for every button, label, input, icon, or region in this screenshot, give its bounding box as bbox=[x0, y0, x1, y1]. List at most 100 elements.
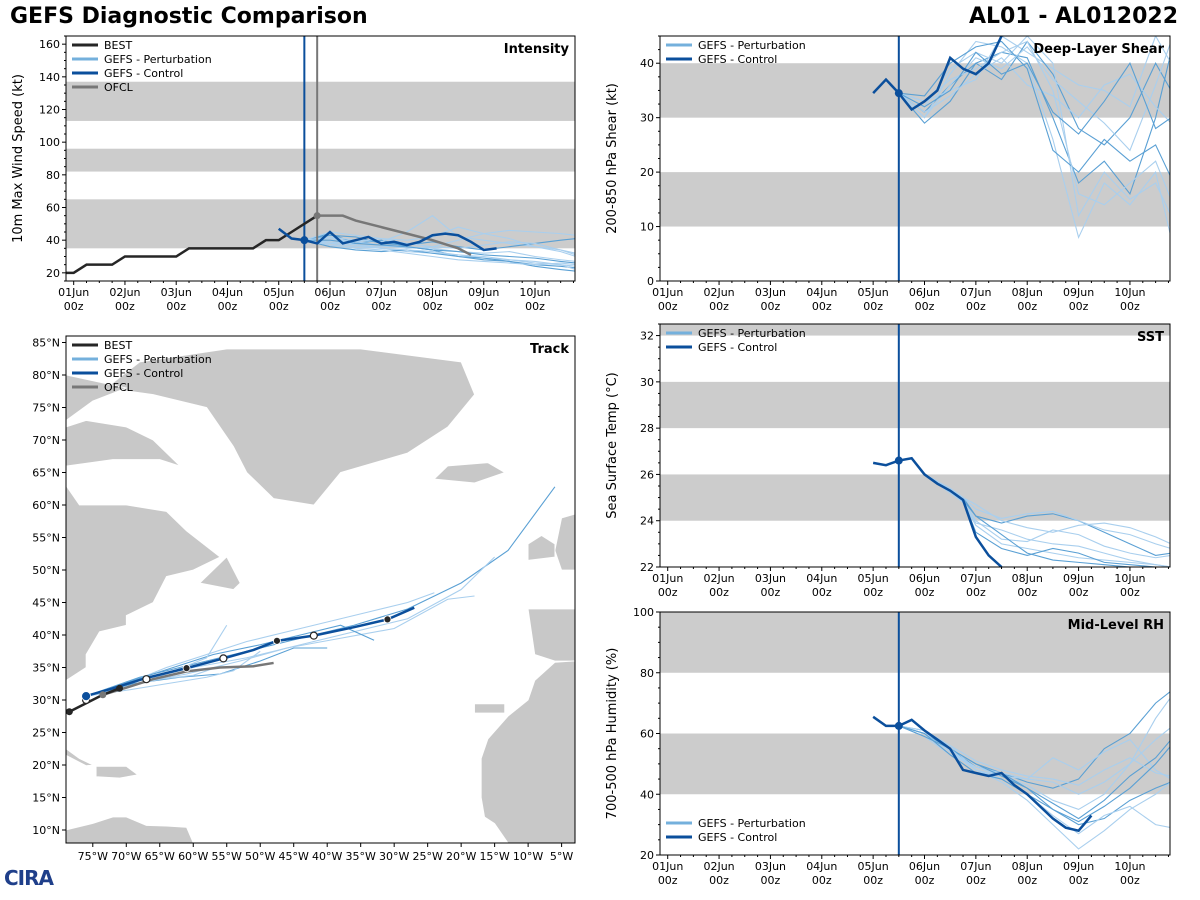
rh-ytick-label-2: 60 bbox=[640, 728, 654, 741]
track-ytick-label-15: 85°N bbox=[32, 337, 60, 350]
track-perturbation-line-6 bbox=[85, 624, 375, 697]
sst-legend-label-control: GEFS - Control bbox=[698, 341, 777, 354]
track-ytick-label-2: 20°N bbox=[32, 759, 60, 772]
rh-xtick-sublabel-8: 00z bbox=[1069, 874, 1089, 887]
shear-xtick-sublabel-2: 00z bbox=[761, 300, 781, 313]
shear-perturbation-line-1 bbox=[898, 40, 1170, 240]
shear-xtick-label-1: 02Jun bbox=[703, 286, 734, 299]
rh-band-0 bbox=[660, 733, 1170, 795]
intensity-ofcl-marker bbox=[313, 212, 321, 220]
sst-xtick-sublabel-0: 00z bbox=[658, 586, 678, 599]
track-xtick-label-2: 65°W bbox=[145, 850, 175, 863]
intensity-xtick-label-8: 09Jun bbox=[468, 286, 499, 299]
track-ytick-label-3: 25°N bbox=[32, 727, 60, 740]
sst-xtick-label-5: 06Jun bbox=[909, 572, 940, 585]
rh-xtick-label-5: 06Jun bbox=[909, 860, 940, 873]
intensity-perturbation-line-5 bbox=[304, 239, 575, 262]
track-control-line bbox=[85, 606, 415, 698]
rh-ytick-label-4: 100 bbox=[633, 606, 654, 619]
track-best-line bbox=[68, 687, 121, 713]
shear-xtick-label-4: 05Jun bbox=[858, 286, 889, 299]
land-newfoundland bbox=[199, 556, 241, 590]
shear-legend-label-perturbation: GEFS - Perturbation bbox=[698, 39, 806, 52]
shear-perturbation-line-4 bbox=[898, 36, 1170, 218]
sst-band-2 bbox=[660, 324, 1170, 336]
shear-xtick-label-7: 08Jun bbox=[1012, 286, 1043, 299]
storm-id-title: AL01 - AL012022 bbox=[969, 4, 1178, 29]
intensity-legend-label-control: GEFS - Control bbox=[104, 67, 183, 80]
rh-xtick-sublabel-5: 00z bbox=[915, 874, 935, 887]
shear-perturbation-line-9 bbox=[898, 51, 1170, 135]
land-europe bbox=[527, 608, 575, 662]
shear-xtick-label-3: 04Jun bbox=[806, 286, 837, 299]
rh-ytick-label-0: 20 bbox=[640, 849, 654, 862]
intensity-plot-area bbox=[66, 36, 575, 281]
shear-title: Deep-Layer Shear bbox=[1033, 42, 1164, 57]
intensity-perturbation-line-1 bbox=[304, 239, 575, 267]
track-ytick-label-13: 75°N bbox=[32, 402, 60, 415]
rh-legend-label-control: GEFS - Control bbox=[698, 831, 777, 844]
track-ytick-label-4: 30°N bbox=[32, 694, 60, 707]
track-ytick-label-5: 35°N bbox=[32, 662, 60, 675]
land-british-isles bbox=[554, 513, 575, 571]
sst-ytick-label-0: 22 bbox=[640, 561, 654, 574]
shear-legend-label-control: GEFS - Control bbox=[698, 53, 777, 66]
track-xtick-label-11: 20°W bbox=[446, 850, 476, 863]
intensity-xtick-label-9: 10Jun bbox=[519, 286, 550, 299]
rh-ytick-label-3: 80 bbox=[640, 667, 654, 680]
rh-xtick-sublabel-7: 00z bbox=[1017, 874, 1037, 887]
sst-ylabel: Sea Surface Temp (°C) bbox=[605, 372, 620, 519]
sst-xtick-sublabel-2: 00z bbox=[761, 586, 781, 599]
shear-plot-area bbox=[660, 36, 1170, 281]
intensity-xtick-label-2: 03Jun bbox=[161, 286, 192, 299]
track-title: Track bbox=[530, 342, 569, 357]
shear-ytick-label-0: 0 bbox=[647, 275, 654, 288]
shear-xtick-sublabel-7: 00z bbox=[1017, 300, 1037, 313]
shear-xtick-label-6: 07Jun bbox=[960, 286, 991, 299]
rh-xtick-label-2: 03Jun bbox=[755, 860, 786, 873]
sst-xtick-label-7: 08Jun bbox=[1012, 572, 1043, 585]
rh-xtick-label-6: 07Jun bbox=[960, 860, 991, 873]
shear-control-marker bbox=[894, 89, 903, 98]
track-legend-label-best: BEST bbox=[104, 339, 132, 352]
intensity-ytick-label-5: 120 bbox=[39, 104, 60, 117]
intensity-ytick-label-2: 60 bbox=[46, 202, 60, 215]
intensity-xtick-sublabel-0: 00z bbox=[64, 300, 84, 313]
rh-xtick-sublabel-1: 00z bbox=[709, 874, 729, 887]
intensity-xtick-sublabel-3: 00z bbox=[218, 300, 238, 313]
track-legend-label-perturbation: GEFS - Perturbation bbox=[104, 353, 212, 366]
land-iceland bbox=[433, 462, 506, 484]
track-xtick-label-3: 60°W bbox=[178, 850, 208, 863]
shear-ylabel: 200-850 hPa Shear (kt) bbox=[605, 83, 620, 234]
track-ytick-label-0: 10°N bbox=[32, 824, 60, 837]
sst-xtick-sublabel-4: 00z bbox=[863, 586, 883, 599]
shear-ytick-label-1: 10 bbox=[640, 221, 654, 234]
shear-perturbation-line-7 bbox=[898, 42, 1170, 152]
sst-control-marker bbox=[894, 456, 903, 465]
rh-ylabel: 700-500 hPa Humidity (%) bbox=[605, 648, 620, 820]
track-xtick-label-10: 25°W bbox=[412, 850, 442, 863]
intensity-xtick-label-4: 05Jun bbox=[263, 286, 294, 299]
intensity-perturbation-line-11 bbox=[304, 236, 575, 270]
rh-xtick-label-8: 09Jun bbox=[1063, 860, 1094, 873]
sst-band-1 bbox=[660, 381, 1170, 429]
land-hispaniola bbox=[95, 765, 139, 779]
cira-logo-text: CIRA bbox=[4, 866, 54, 890]
intensity-perturbation-line-9 bbox=[304, 239, 575, 264]
land-cuba bbox=[66, 748, 95, 767]
intensity-xtick-label-7: 08Jun bbox=[417, 286, 448, 299]
cira-logo: CIRA bbox=[4, 866, 54, 890]
track-best-marker-1 bbox=[116, 684, 124, 692]
intensity-xtick-label-0: 01Jun bbox=[58, 286, 89, 299]
sst-xtick-label-1: 02Jun bbox=[703, 572, 734, 585]
intensity-ytick-label-6: 140 bbox=[39, 71, 60, 84]
shear-xtick-label-9: 10Jun bbox=[1114, 286, 1145, 299]
track-frame bbox=[65, 335, 576, 844]
track-control-marker-1 bbox=[182, 664, 191, 673]
intensity-xtick-label-6: 07Jun bbox=[366, 286, 397, 299]
shear-xtick-sublabel-6: 00z bbox=[966, 300, 986, 313]
rh-xtick-label-3: 04Jun bbox=[806, 860, 837, 873]
land-canary-islands bbox=[474, 703, 506, 714]
intensity-control-line bbox=[277, 227, 497, 252]
sst-xtick-sublabel-1: 00z bbox=[709, 586, 729, 599]
